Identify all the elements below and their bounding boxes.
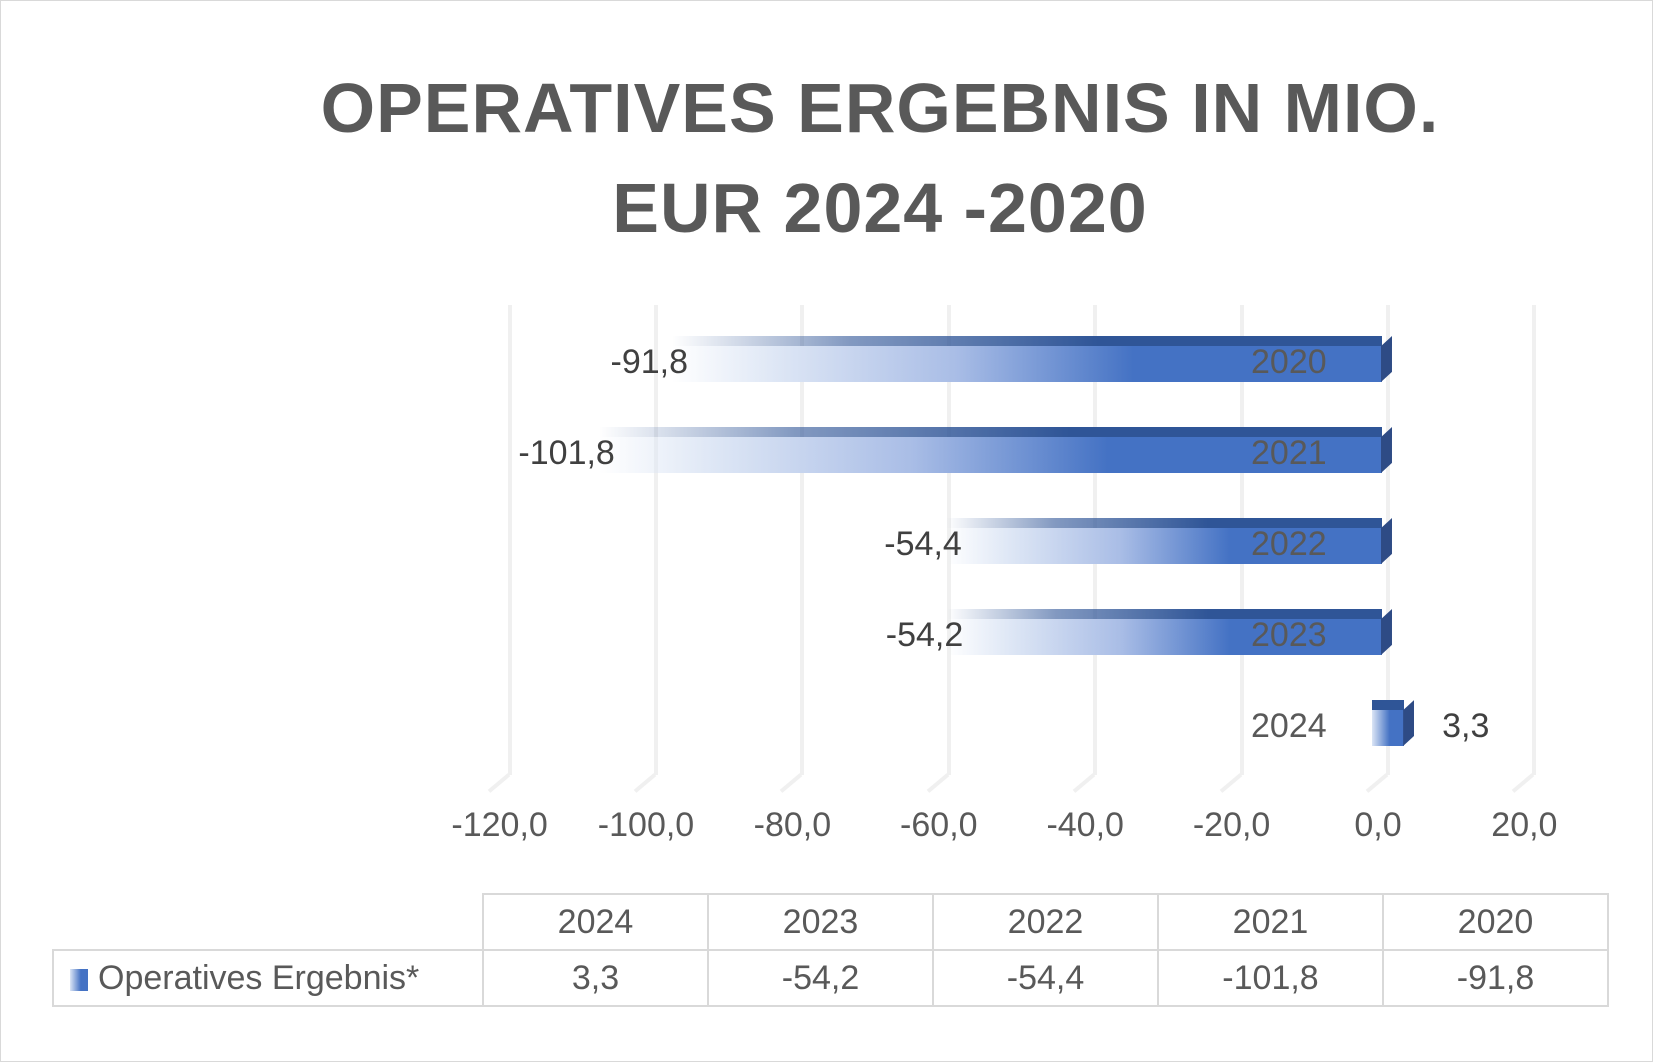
bar-2024 — [1372, 700, 1415, 746]
category-label: 2020 — [1251, 343, 1327, 381]
x-axis-tick-label: 0,0 — [1354, 806, 1402, 844]
bar-front-face — [598, 437, 1382, 473]
gridline-foot — [1219, 773, 1242, 793]
bar-2020 — [672, 336, 1392, 382]
gridline-foot — [1512, 773, 1535, 793]
data-table-header-row: 2024 2023 2022 2021 2020 — [53, 893, 1609, 951]
x-axis-tick-label: -60,0 — [900, 806, 978, 844]
gridline-foot — [633, 773, 657, 793]
data-label: -91,8 — [610, 343, 689, 381]
bar-top-face — [947, 609, 1382, 619]
chart-title-line-1: OPERATIVES ERGEBNIS IN MIO. — [320, 69, 1440, 147]
chart-title-line-2: EUR 2024 -2020 — [612, 169, 1148, 247]
data-label: 3,3 — [1442, 707, 1490, 745]
bar-side-face — [1380, 518, 1392, 564]
bar-top-face — [598, 427, 1382, 437]
bar-front-face — [672, 346, 1382, 382]
data-label: -54,2 — [885, 616, 964, 654]
data-table-header: 2023 — [707, 893, 934, 951]
gridline-foot — [1365, 773, 1389, 793]
gridline — [507, 305, 512, 775]
bar-front-face — [1372, 710, 1405, 746]
bar-top-face — [672, 336, 1382, 346]
bar-side-face — [1380, 609, 1392, 655]
bar-front-face — [945, 528, 1382, 564]
bar-front-face — [947, 619, 1382, 655]
bar-side-face — [1403, 700, 1415, 746]
data-table: 2024 2023 2022 2021 2020 Operatives Erge… — [52, 893, 1609, 1007]
data-table-cell: -54,2 — [707, 949, 934, 1007]
category-label: 2023 — [1251, 616, 1327, 654]
gridline — [1532, 305, 1537, 775]
bar-top-face — [1372, 700, 1405, 710]
data-table-cell: -91,8 — [1382, 949, 1609, 1007]
data-label: -101,8 — [518, 434, 615, 472]
data-table-header: 2022 — [932, 893, 1159, 951]
data-table-cell: 3,3 — [482, 949, 709, 1007]
gridline-foot — [780, 773, 803, 793]
data-table-corner — [53, 894, 484, 951]
data-table-header: 2021 — [1157, 893, 1384, 951]
gridline — [654, 305, 658, 775]
category-label: 2022 — [1251, 525, 1327, 563]
gridline-foot — [926, 773, 950, 793]
data-table-series-cell: Operatives Ergebnis* — [52, 949, 484, 1007]
bar-2023 — [947, 609, 1392, 655]
gridline-foot — [1072, 773, 1096, 793]
x-axis-tick-label: -20,0 — [1192, 806, 1271, 844]
gridline — [800, 305, 805, 775]
series-name: Operatives Ergebnis* — [98, 958, 420, 997]
x-axis-tick-label: -80,0 — [753, 806, 832, 844]
data-table-cell: -101,8 — [1157, 949, 1384, 1007]
legend-key-icon — [70, 968, 88, 991]
bar-2021 — [598, 427, 1392, 473]
data-table-cell: -54,4 — [932, 949, 1159, 1007]
bar-2022 — [945, 518, 1392, 564]
x-axis-tick-label: -120,0 — [451, 806, 548, 844]
gridline-foot — [487, 773, 510, 793]
data-label: -54,4 — [884, 525, 962, 563]
data-table-header: 2020 — [1382, 893, 1609, 951]
category-label: 2021 — [1251, 434, 1327, 472]
bar-top-face — [945, 518, 1382, 528]
bar-side-face — [1380, 336, 1392, 382]
category-label: 2024 — [1251, 707, 1327, 745]
data-table-header: 2024 — [482, 893, 709, 951]
x-axis-tick-label: -40,0 — [1046, 806, 1124, 844]
chart-title: OPERATIVES ERGEBNIS IN MIO. EUR 2024 -20… — [200, 58, 1560, 258]
x-axis-tick-label: 20,0 — [1491, 806, 1558, 844]
data-table-row: Operatives Ergebnis* 3,3 -54,2 -54,4 -10… — [52, 949, 1609, 1007]
bar-side-face — [1380, 427, 1392, 473]
x-axis-tick-label: -100,0 — [597, 806, 695, 844]
